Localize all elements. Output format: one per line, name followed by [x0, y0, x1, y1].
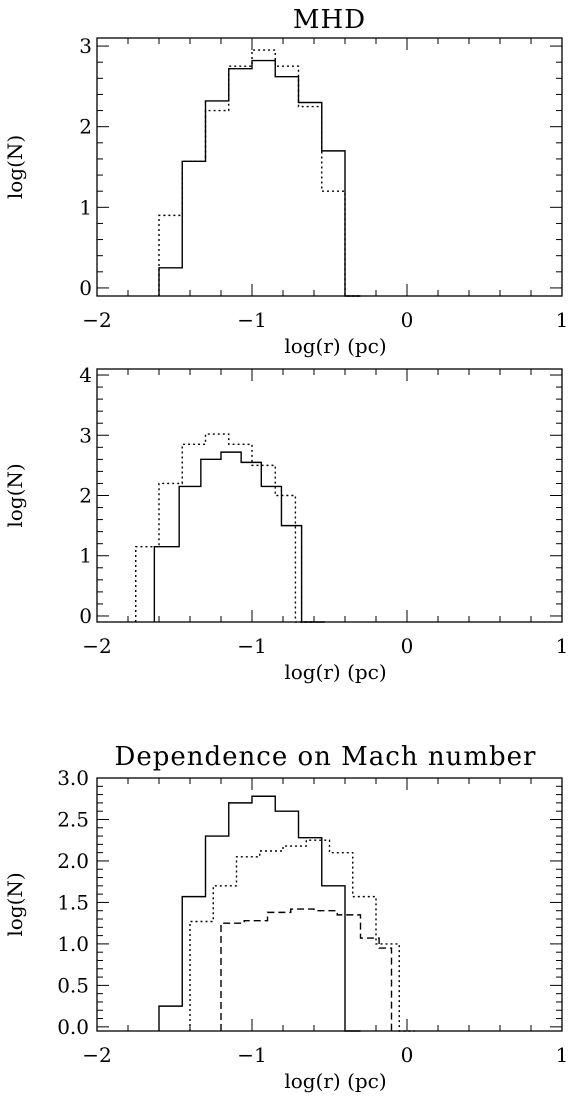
plot-frame	[96, 368, 563, 623]
series-solid-histogram	[158, 59, 361, 297]
y-tick-label: 0.0	[57, 1015, 89, 1039]
panel-middle: −2 −1 0 1 0 1 2 3 4 log(r) (pc) log(N)	[3, 363, 568, 684]
y-tick-label: 0	[79, 604, 92, 628]
y-tick-label: 1.0	[57, 932, 89, 956]
panel-mhd: MHD −2 −1 0 1 0 1 2 3 log(r) (pc) log(N)	[3, 5, 568, 358]
chart-title: Dependence on Mach number	[115, 742, 537, 772]
x-tick-label: −2	[82, 308, 111, 332]
y-axis-label: log(N)	[3, 135, 27, 199]
y-tick-label: 0.5	[57, 973, 89, 997]
x-tick-label: −1	[237, 634, 266, 658]
y-axis-label: log(N)	[3, 872, 27, 936]
x-tick-label: 0	[401, 1043, 414, 1067]
plot-frame	[96, 37, 563, 297]
x-tick-label: 0	[401, 308, 414, 332]
x-axis-label: log(r) (pc)	[284, 1069, 386, 1093]
series-solid-histogram	[153, 451, 325, 623]
x-axis-label: log(r) (pc)	[284, 660, 386, 684]
series-dashed-histogram	[220, 908, 393, 1031]
y-tick-label: 0	[79, 276, 92, 300]
x-tick-label: −1	[237, 1043, 266, 1067]
y-tick-label: 3.0	[57, 766, 89, 790]
x-tick-label: −2	[82, 634, 111, 658]
y-tick-label: 2	[79, 115, 92, 139]
x-tick-label: 0	[401, 634, 414, 658]
y-tick-label: 3	[79, 34, 92, 58]
y-tick-label: 2.5	[57, 807, 89, 831]
x-tick-label: −2	[82, 1043, 111, 1067]
x-tick-label: −1	[237, 308, 266, 332]
y-tick-label: 2	[79, 484, 92, 508]
y-tick-label: 1	[79, 195, 92, 219]
series-dotted-histogram	[158, 49, 361, 297]
x-tick-label: 1	[556, 634, 569, 658]
y-tick-label: 2.0	[57, 849, 89, 873]
plot-frame	[96, 777, 563, 1032]
y-tick-label: 4	[79, 363, 92, 387]
x-tick-label: 1	[556, 1043, 569, 1067]
series-dotted-histogram	[189, 839, 415, 1032]
panel-mach-number: Dependence on Mach number −2 −1 0 1 0.0 0.5 1.0…	[3, 742, 568, 1093]
x-tick-label: 1	[556, 308, 569, 332]
y-tick-label: 1.5	[57, 890, 89, 914]
x-axis-label: log(r) (pc)	[284, 334, 386, 358]
y-tick-label: 3	[79, 423, 92, 447]
y-tick-label: 1	[79, 544, 92, 568]
series-solid-histogram	[158, 795, 361, 1032]
y-axis-label: log(N)	[3, 463, 27, 527]
series-dotted-histogram	[135, 433, 313, 623]
chart-title: MHD	[293, 5, 366, 35]
